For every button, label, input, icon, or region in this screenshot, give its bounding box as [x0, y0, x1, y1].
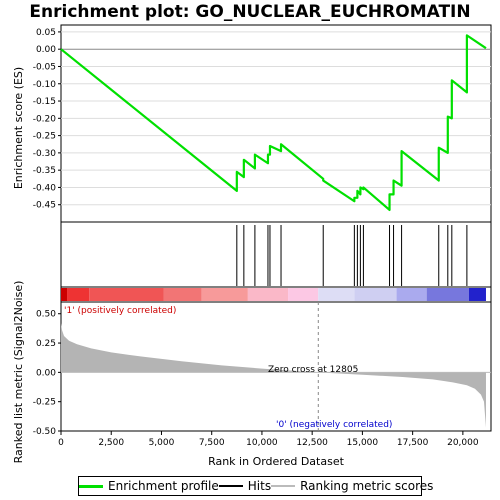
- es-y-tick-label: -0.15: [33, 97, 56, 107]
- es-y-axis-title: Enrichment score (ES): [12, 67, 25, 189]
- profile-line-swatch-icon: [79, 484, 103, 488]
- colorbar-layer: [61, 288, 486, 301]
- hits-panel-frame: [60, 221, 492, 288]
- colorbar-segment: [61, 288, 68, 301]
- colorbar-segment: [468, 288, 486, 301]
- colorbar-segment: [89, 288, 164, 301]
- colorbar-segment: [396, 288, 427, 301]
- metric-y-tick-label: 0.50: [36, 310, 56, 320]
- colorbar-segment: [67, 288, 90, 301]
- es-y-tick-label: -0.10: [33, 80, 57, 90]
- legend-item-metric: Ranking metric scores: [271, 479, 433, 493]
- x-tick-label: 12,500: [296, 438, 328, 448]
- hits-layer: [236, 225, 468, 286]
- legend-item-hits: Hits: [218, 479, 272, 493]
- colorbar-segment: [354, 288, 397, 301]
- colorbar-segment: [163, 288, 202, 301]
- x-tick-label: 0: [58, 438, 64, 448]
- legend: Enrichment profile Hits Ranking metric s…: [78, 476, 433, 496]
- es-y-tick-label: 0.05: [36, 28, 56, 38]
- es-panel-frame: [60, 24, 492, 223]
- legend-profile-label: Enrichment profile: [108, 479, 219, 493]
- legend-item-profile: Enrichment profile: [79, 479, 219, 493]
- x-tick-label: 15,000: [347, 438, 379, 448]
- x-tick-label: 5,000: [149, 438, 175, 448]
- metric-y-tick-label: -0.25: [33, 398, 56, 408]
- es-y-tick-label: -0.25: [33, 132, 56, 142]
- es-y-tick-label: -0.05: [33, 62, 56, 72]
- x-tick-label: 10,000: [246, 438, 278, 448]
- x-tick-label: 20,000: [447, 438, 479, 448]
- x-tick-label: 2,500: [98, 438, 124, 448]
- x-tick-label: 7,500: [199, 438, 225, 448]
- metric-y-axis-title: Ranked list metric (Signal2Noise): [12, 281, 25, 464]
- colorbar-segment: [201, 288, 248, 301]
- metric-x-ticks: 0 2,500 5,000 7,500 10,000 12,500 15,000 17,500…: [58, 431, 479, 448]
- x-axis-title: Rank in Ordered Dataset: [208, 455, 345, 468]
- legend-metric-label: Ranking metric scores: [300, 479, 434, 493]
- metric-y-tick-label: -0.50: [33, 427, 57, 437]
- zero-cross-label: Zero cross at 12805: [268, 365, 358, 375]
- positive-correlation-label: '1' (positively correlated): [64, 306, 176, 316]
- metric-layer: [61, 302, 491, 431]
- colorbar-segment: [426, 288, 469, 301]
- es-y-tick-label: -0.35: [33, 166, 56, 176]
- x-tick-label: 17,500: [397, 438, 429, 448]
- enrichment-profile-line: [60, 34, 487, 211]
- metric-y-ticks: 0.50 0.25 0.00 -0.25 -0.50: [33, 310, 61, 437]
- es-y-ticks: 0.05 0.00 -0.05 -0.10 -0.15 -0.20 -0.25 -0.30 -0…: [33, 28, 61, 211]
- es-y-tick-label: 0.00: [36, 45, 56, 55]
- colorbar-segment: [318, 288, 355, 301]
- hits-line-swatch-icon: [218, 485, 243, 487]
- metric-area: [61, 323, 486, 428]
- colorbar-segment: [247, 288, 289, 301]
- es-curve-layer: [60, 34, 487, 211]
- es-y-tick-label: -0.20: [33, 114, 57, 124]
- metric-y-tick-label: 0.25: [36, 339, 56, 349]
- es-y-tick-label: -0.30: [33, 149, 57, 159]
- metric-line-swatch-icon: [271, 485, 296, 487]
- colorbar-segment: [288, 288, 319, 301]
- legend-hits-label: Hits: [247, 479, 272, 493]
- es-y-tick-label: -0.40: [33, 183, 57, 193]
- metric-y-tick-label: 0.00: [36, 368, 56, 378]
- plot-title: Enrichment plot: GO_NUCLEAR_EUCHROMATIN: [29, 2, 471, 22]
- es-grid: [61, 31, 491, 206]
- negative-correlation-label: '0' (negatively correlated): [276, 420, 392, 430]
- es-y-tick-label: -0.45: [33, 201, 56, 211]
